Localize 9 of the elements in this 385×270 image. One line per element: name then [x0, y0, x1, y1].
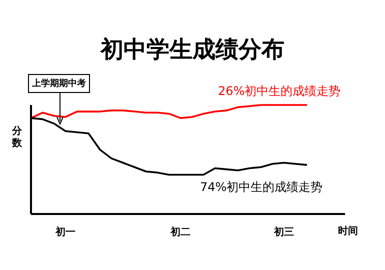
- series-label: 74%初中生的成绩走势: [200, 179, 323, 196]
- text: 上学期期中考: [28, 74, 90, 93]
- x-tick-label: 初三: [273, 226, 294, 238]
- x-tick-label: 初一: [54, 226, 76, 238]
- x-tick-label: 初二: [170, 226, 190, 238]
- y-axis-title: 分数: [12, 126, 23, 150]
- chart-title: 初中学生成绩分布: [99, 36, 286, 65]
- x-axis-title: 时间: [338, 224, 358, 238]
- series-label: 26%初中生的成绩走势: [218, 83, 341, 100]
